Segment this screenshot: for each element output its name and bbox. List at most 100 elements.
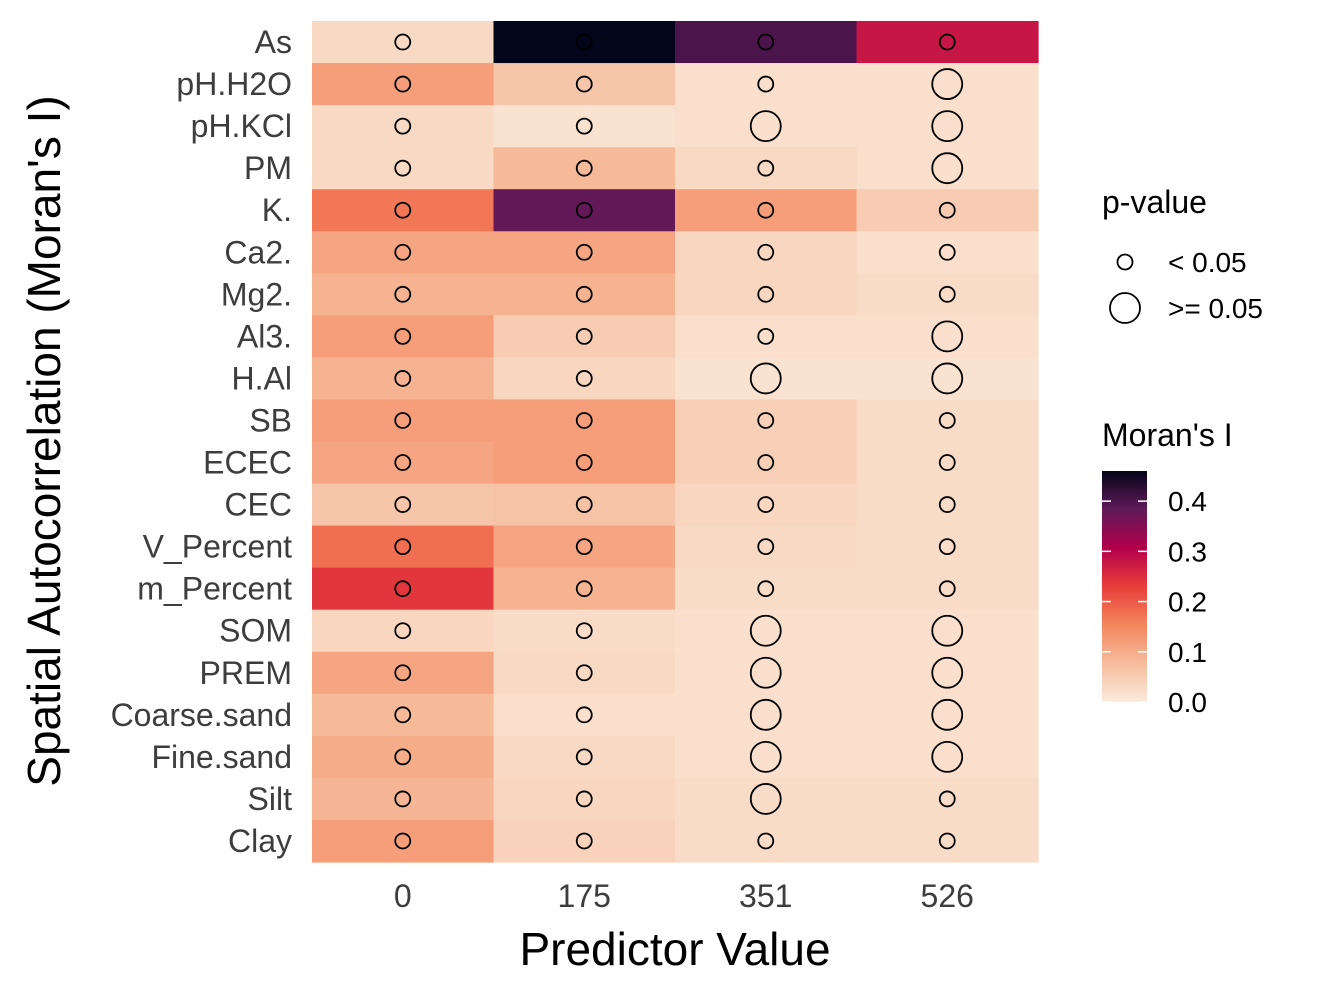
pvalue-marker-not-significant (931, 656, 964, 689)
y-tick-label: Coarse.sand (111, 697, 292, 733)
heatmap-cell (493, 357, 676, 401)
pvalue-marker-significant (394, 159, 412, 177)
pvalue-marker-significant (575, 664, 593, 682)
heatmap-cell (312, 567, 495, 611)
pvalue-legend: p-value < 0.05 >= 0.05 (1102, 184, 1263, 324)
heatmap-cell (493, 189, 676, 232)
heatmap-cell (856, 819, 1039, 863)
y-tick-labels: As pH.H2O pH.KCl PM K. Ca2. Mg2. Al3. H.Al SB ECEC… (111, 24, 293, 859)
colorbar-tick-label: 0.1 (1168, 637, 1207, 668)
heatmap-cell (856, 483, 1039, 527)
heatmap-cell (675, 189, 858, 232)
heatmap-cell (675, 819, 858, 863)
pvalue-marker-not-significant (749, 698, 782, 731)
pvalue-marker-significant (938, 454, 956, 471)
heatmap-cell (312, 525, 495, 569)
pvalue-marker-significant (757, 327, 775, 345)
pvalue-marker-not-significant (931, 320, 964, 353)
y-tick-label: pH.H2O (176, 66, 292, 102)
heatmap-cells (312, 21, 1039, 863)
heatmap-cell (312, 441, 495, 485)
pvalue-marker-significant (575, 622, 593, 640)
legend-label-significant: < 0.05 (1168, 247, 1247, 278)
pvalue-marker-not-significant (931, 740, 964, 773)
y-tick-label: Mg2. (221, 276, 292, 312)
y-tick-label: H.Al (232, 360, 292, 396)
pvalue-marker-not-significant (931, 110, 964, 143)
pvalue-marker-significant (938, 285, 956, 303)
y-tick-label: SOM (219, 613, 292, 649)
heatmap-cell (493, 147, 676, 190)
heatmap-cell (493, 819, 676, 863)
pvalue-marker-significant (938, 580, 956, 598)
pvalue-marker-significant (575, 832, 593, 850)
heatmap-cell (493, 399, 676, 443)
heatmap-cell (312, 693, 495, 737)
pvalue-marker-significant (757, 580, 775, 598)
pvalue-marker-significant (575, 201, 593, 219)
colorbar-tick-label: 0.2 (1168, 587, 1207, 618)
heatmap-cell (856, 441, 1039, 485)
heatmap-cell (675, 147, 858, 190)
heatmap-cell (312, 63, 495, 106)
pvalue-marker-significant (575, 538, 593, 556)
pvalue-marker-not-significant (931, 68, 964, 100)
pvalue-marker-not-significant (749, 110, 782, 143)
pvalue-marker-significant (394, 75, 412, 93)
heatmap-cell (675, 63, 858, 106)
heatmap-cell (312, 21, 495, 64)
pvalue-marker-significant (575, 159, 593, 177)
heatmap-cell (493, 567, 676, 611)
heatmap-cell (493, 315, 676, 358)
pvalue-marker-significant (394, 580, 412, 598)
x-tick-label: 351 (739, 878, 792, 914)
heatmap-cell (675, 567, 858, 611)
heatmap-cell (675, 483, 858, 527)
color-legend-title: Moran's I (1102, 417, 1233, 453)
legend-label-not-significant: >= 0.05 (1168, 293, 1263, 324)
pvalue-marker-not-significant (749, 740, 782, 773)
heatmap-cell (675, 231, 858, 274)
y-tick-label: Ca2. (224, 234, 292, 270)
colorbar-tick-label: 0.3 (1168, 536, 1207, 567)
y-tick-label: PREM (200, 655, 292, 691)
y-tick-label: pH.KCl (191, 108, 292, 144)
pvalue-marker-significant (394, 706, 412, 724)
y-tick-label: Clay (228, 823, 292, 859)
pvalue-marker-significant (575, 243, 593, 261)
pvalue-marker-significant (757, 496, 775, 513)
heatmap-cell (493, 693, 676, 737)
pvalue-marker-significant (757, 243, 775, 261)
y-tick-label: As (255, 24, 292, 60)
pvalue-marker-significant (394, 285, 412, 303)
pvalue-marker-significant (394, 327, 412, 345)
heatmap-cell (312, 273, 495, 316)
y-tick-label: K. (262, 192, 292, 228)
pvalue-marker-significant (757, 33, 775, 51)
y-axis-title: Spatial Autocorrelation (Moran's I) (18, 95, 70, 786)
pvalue-marker-significant (394, 370, 412, 387)
heatmap-cell (312, 819, 495, 863)
y-tick-label: Fine.sand (151, 739, 292, 775)
pvalue-marker-significant (575, 327, 593, 345)
y-tick-label: Silt (248, 781, 293, 817)
heatmap-cell (675, 315, 858, 358)
colorbar (1102, 471, 1147, 702)
colorbar-ticks: 0.4 0.3 0.2 0.1 0.0 (1102, 486, 1207, 718)
pvalue-marker-significant (575, 748, 593, 766)
pvalue-marker-significant (757, 201, 775, 219)
pvalue-marker-significant (575, 496, 593, 513)
pvalue-marker-significant (938, 201, 956, 219)
heatmap-cell (312, 357, 495, 401)
pvalue-marker-significant (938, 496, 956, 513)
heatmap-cell (312, 189, 495, 232)
heatmap-cell (312, 399, 495, 443)
heatmap-cell (675, 525, 858, 569)
y-tick-label: ECEC (203, 445, 292, 481)
y-tick-label: SB (249, 402, 292, 438)
colorbar-tick-label: 0.4 (1168, 486, 1207, 517)
pvalue-legend-title: p-value (1102, 184, 1207, 220)
heatmap-cell (856, 567, 1039, 611)
heatmap-cell (856, 189, 1039, 232)
